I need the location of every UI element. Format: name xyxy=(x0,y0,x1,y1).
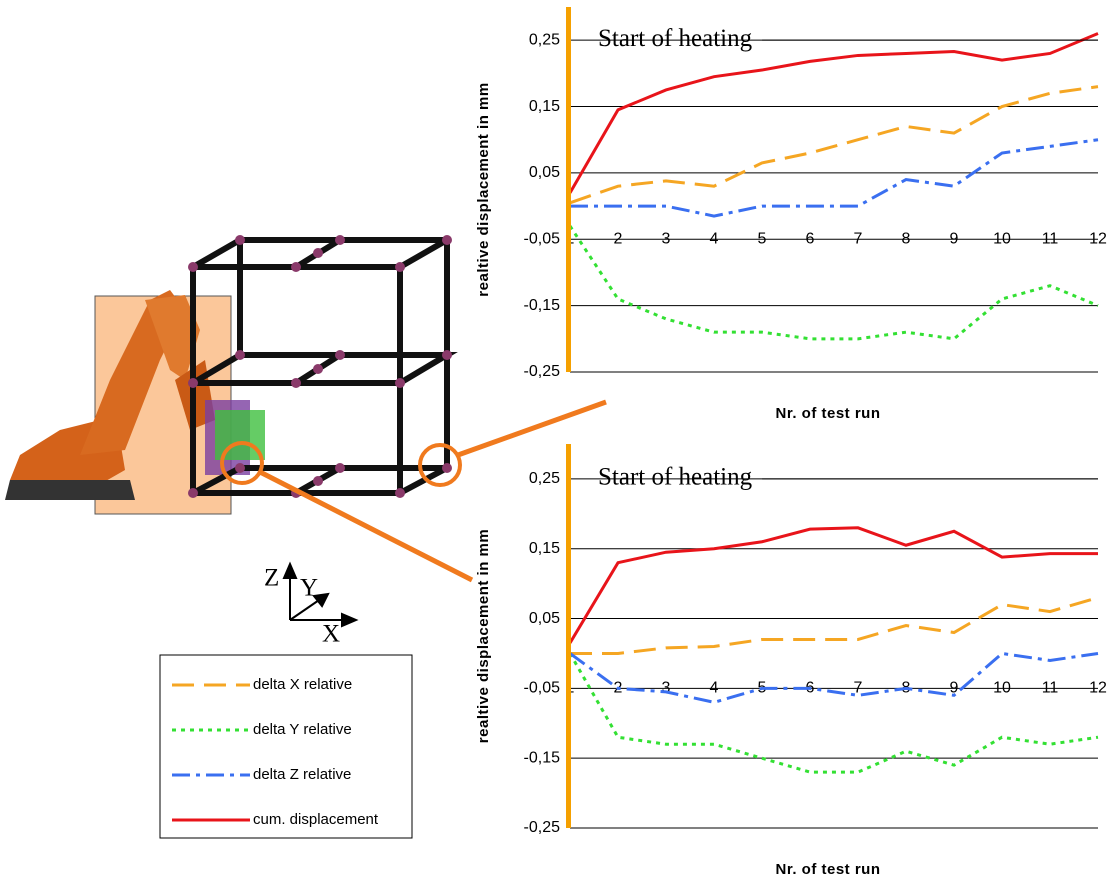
heating-marker xyxy=(566,444,571,828)
annotation: Start of heating xyxy=(598,25,753,52)
y-tick-label: -0,05 xyxy=(524,230,561,247)
x-tick-label: 4 xyxy=(710,680,719,697)
y-tick-label: -0,25 xyxy=(524,363,561,380)
axis-y-label: Y xyxy=(300,575,318,602)
y-tick-label: 0,15 xyxy=(529,98,560,115)
series-line xyxy=(570,140,1098,216)
figure: Z Y X 0,25 0,15 0,05 -0,05 -0,15 -0,25 12 3 4 5 6 7… xyxy=(0,0,1110,880)
x-tick-label: 6 xyxy=(806,230,815,247)
axis-x-label: X xyxy=(322,621,340,648)
legend-label: delta X relative xyxy=(253,676,352,693)
y-tick-label: -0,15 xyxy=(524,297,561,314)
series-line xyxy=(570,34,1098,193)
y-axis-title: realtive displacement in mm xyxy=(475,529,492,743)
y-tick-label: 0,25 xyxy=(529,31,560,48)
legend-label: delta Y relative xyxy=(253,721,352,738)
legend-label: cum. displacement xyxy=(253,811,379,828)
y-axis-title: realtive displacement in mm xyxy=(475,82,492,296)
x-tick-label: 8 xyxy=(902,230,911,247)
x-tick-label: 4 xyxy=(710,230,719,247)
series-line xyxy=(570,528,1098,643)
axis-z-label: Z xyxy=(264,565,279,592)
series-line xyxy=(570,87,1098,203)
x-tick-label: 11 xyxy=(1042,680,1059,697)
x-axis-title: Nr. of test run xyxy=(775,861,880,878)
y-tick-label: -0,05 xyxy=(524,680,561,697)
y-tick-label: 0,05 xyxy=(529,164,560,181)
heating-marker xyxy=(566,7,571,372)
robot-illustration xyxy=(5,290,265,514)
series-line xyxy=(570,653,1098,772)
x-tick-label: 12 xyxy=(1089,230,1107,247)
y-tick-label: -0,25 xyxy=(524,819,561,836)
series-line xyxy=(570,226,1098,339)
x-tick-label: 12 xyxy=(1089,680,1107,697)
y-tick-label: 0,05 xyxy=(529,610,560,627)
legend-label: delta Z relative xyxy=(253,766,351,783)
x-tick-label: 11 xyxy=(1042,230,1059,247)
coordinate-axes xyxy=(284,564,356,626)
series-line xyxy=(570,598,1098,654)
y-tick-label: 0,15 xyxy=(529,540,560,557)
y-tick-label: 0,25 xyxy=(529,470,560,487)
x-tick-label: 10 xyxy=(993,680,1011,697)
x-tick-label: 5 xyxy=(758,230,767,247)
series-line xyxy=(570,653,1098,702)
x-tick-label: 9 xyxy=(950,230,959,247)
y-tick-label: -0,15 xyxy=(524,749,561,766)
x-tick-label: 10 xyxy=(993,230,1011,247)
annotation: Start of heating xyxy=(598,464,753,491)
x-tick-label: 2 xyxy=(614,230,623,247)
x-tick-label: 3 xyxy=(662,230,671,247)
x-tick-label: 7 xyxy=(854,230,863,247)
x-axis-title: Nr. of test run xyxy=(775,405,880,422)
